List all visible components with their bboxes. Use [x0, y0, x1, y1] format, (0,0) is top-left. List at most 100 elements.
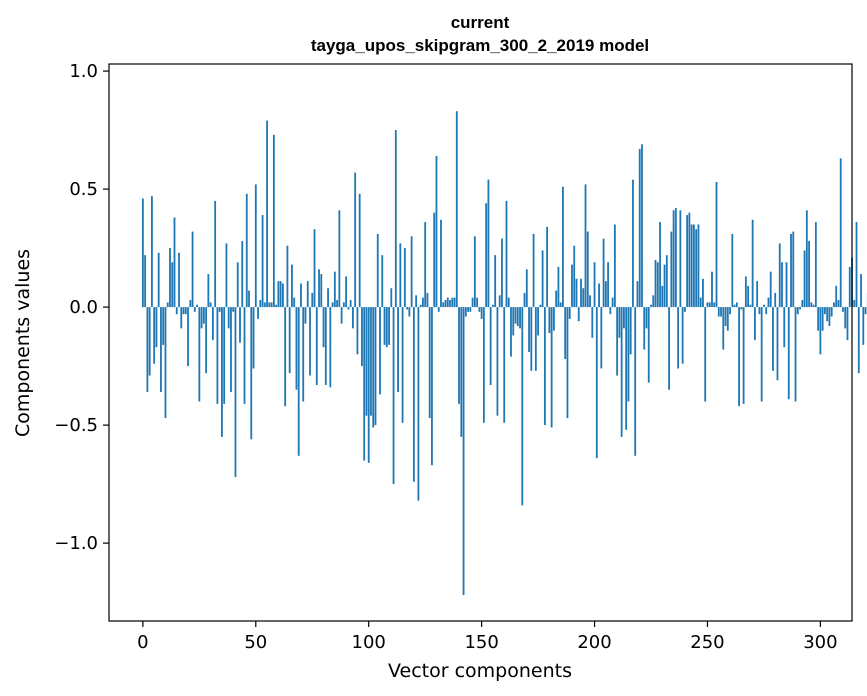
bar	[417, 307, 420, 501]
bar	[586, 231, 589, 308]
bar	[699, 297, 702, 308]
bar	[501, 238, 503, 308]
bar	[300, 283, 302, 308]
bar	[534, 307, 537, 371]
bar	[182, 307, 185, 315]
bar	[148, 307, 151, 376]
bar	[711, 271, 713, 308]
bar	[690, 224, 693, 308]
bar	[833, 302, 835, 308]
bar	[327, 288, 329, 308]
bar	[349, 300, 352, 308]
bar	[379, 307, 381, 395]
bar	[665, 255, 668, 308]
x-tick-label: 0	[137, 632, 148, 653]
bar	[193, 307, 196, 312]
bar	[275, 304, 278, 308]
bar	[584, 184, 587, 308]
bar	[388, 307, 390, 345]
bar	[157, 252, 160, 308]
bar	[336, 300, 338, 308]
bar	[715, 182, 718, 308]
bar	[313, 229, 316, 308]
bar	[187, 307, 189, 367]
bar	[724, 307, 727, 326]
bar	[458, 307, 460, 404]
bar	[361, 307, 363, 367]
bar	[510, 307, 512, 357]
bar	[250, 307, 253, 440]
bar	[846, 307, 849, 341]
bar	[311, 292, 314, 308]
bar	[638, 148, 641, 308]
bar	[641, 144, 643, 308]
bar	[819, 307, 822, 355]
bar	[218, 307, 221, 312]
bar	[281, 283, 284, 308]
bar	[431, 307, 433, 466]
bar	[442, 302, 445, 308]
bar	[769, 271, 772, 308]
bar	[781, 262, 783, 308]
bar	[347, 307, 350, 310]
bar	[223, 307, 226, 404]
bar	[471, 297, 474, 308]
bar	[365, 307, 368, 416]
bar	[356, 307, 359, 355]
bar	[607, 262, 609, 308]
bar	[582, 288, 585, 308]
bar	[422, 297, 424, 308]
bar	[435, 156, 438, 308]
bar	[476, 297, 479, 308]
bar	[796, 307, 799, 315]
bar	[401, 307, 404, 423]
bar	[580, 278, 582, 308]
bar	[566, 307, 569, 419]
bar	[830, 307, 833, 317]
bar	[735, 302, 738, 308]
bar	[512, 307, 515, 336]
bar	[708, 302, 711, 308]
y-tick-label: 0.0	[69, 297, 98, 318]
bar	[440, 219, 442, 308]
chart-title-line2: tayga_upos_skipgram_300_2_2019 model	[311, 36, 649, 55]
bar	[613, 224, 616, 308]
bar	[352, 307, 354, 329]
bar	[184, 307, 187, 315]
bar	[374, 307, 377, 426]
bar	[828, 307, 831, 326]
bar	[473, 236, 476, 308]
bar	[164, 307, 167, 419]
bar	[774, 292, 777, 308]
bar	[842, 307, 844, 312]
bar	[753, 307, 756, 341]
x-tick-label: 250	[690, 632, 724, 653]
bar	[747, 285, 750, 308]
bar	[575, 278, 578, 308]
bar	[803, 250, 806, 308]
bar	[744, 276, 747, 308]
bar	[627, 307, 630, 402]
bar	[211, 307, 214, 341]
bar	[333, 271, 336, 308]
y-tick-label: −0.5	[54, 415, 98, 436]
bar	[713, 302, 716, 308]
bar	[609, 307, 612, 315]
bar	[189, 300, 192, 308]
bar	[291, 264, 293, 308]
bar	[688, 212, 691, 308]
bar	[783, 307, 786, 348]
bar	[654, 259, 657, 308]
bar	[155, 307, 158, 348]
y-tick-label: 1.0	[69, 61, 98, 82]
x-axis-label: Vector components	[388, 660, 572, 682]
bar	[600, 307, 603, 369]
bar	[144, 255, 147, 308]
bar	[171, 262, 174, 308]
bar	[505, 200, 508, 308]
bar	[514, 307, 517, 324]
bar	[519, 307, 521, 329]
bar	[548, 307, 551, 334]
bar	[236, 262, 239, 308]
bar	[202, 307, 205, 324]
